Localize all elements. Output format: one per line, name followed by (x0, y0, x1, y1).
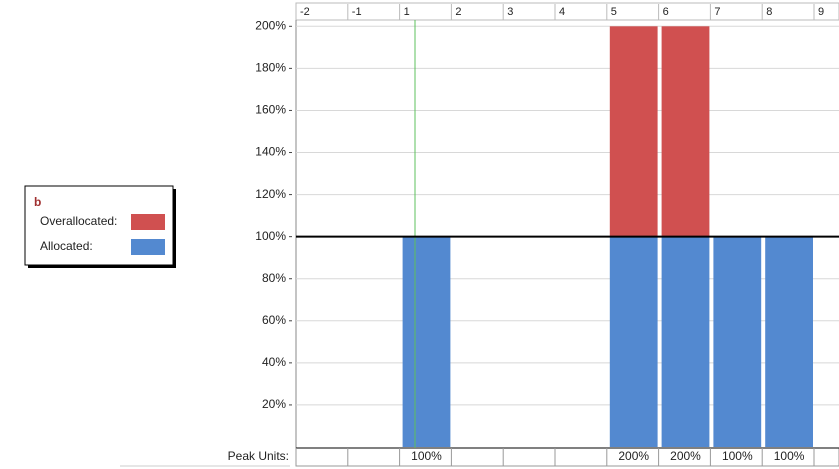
peak-units-value: 100% (722, 449, 753, 463)
y-tick-label: 20% (262, 397, 286, 411)
bar (661, 236, 710, 447)
bar (713, 236, 762, 447)
y-tick-label: 140% (255, 145, 286, 159)
bar (609, 236, 658, 447)
timescale-label: 5 (611, 6, 617, 18)
peak-units-label: Peak Units: (228, 449, 289, 463)
legend-title: b (34, 195, 41, 209)
peak-units-value: 200% (670, 449, 701, 463)
y-tick-label: 160% (255, 103, 286, 117)
timescale-label: -1 (352, 6, 362, 18)
timescale-label: 3 (507, 6, 513, 18)
y-tick-label: 80% (262, 271, 286, 285)
bar (765, 236, 813, 447)
timescale-label: 2 (455, 6, 461, 18)
timescale-label: 1 (404, 6, 410, 18)
bar (609, 26, 658, 237)
timescale-label: 9 (818, 6, 824, 18)
timescale-label: 6 (663, 6, 669, 18)
legend-label: Overallocated: (40, 214, 117, 228)
timescale-label: 7 (714, 6, 720, 18)
timescale-label: -2 (300, 6, 310, 18)
y-tick-label: 180% (255, 61, 286, 75)
y-tick-label: 200% (255, 18, 286, 32)
y-tick-label: 100% (255, 229, 286, 243)
peak-units-value: 100% (774, 449, 805, 463)
y-tick-label: 60% (262, 313, 286, 327)
legend-swatch (131, 239, 165, 255)
peak-units-value: 100% (411, 449, 442, 463)
peak-units-row (295, 447, 839, 467)
peak-units-value: 200% (618, 449, 649, 463)
y-tick-label: 120% (255, 187, 286, 201)
legend-label: Allocated: (40, 239, 93, 253)
y-tick-label: 40% (262, 355, 286, 369)
timescale-label: 4 (559, 6, 565, 18)
bar (661, 26, 710, 237)
legend-swatch (131, 214, 165, 230)
timescale-label: 8 (766, 6, 772, 18)
bar (402, 236, 451, 447)
timescale (295, 2, 839, 21)
